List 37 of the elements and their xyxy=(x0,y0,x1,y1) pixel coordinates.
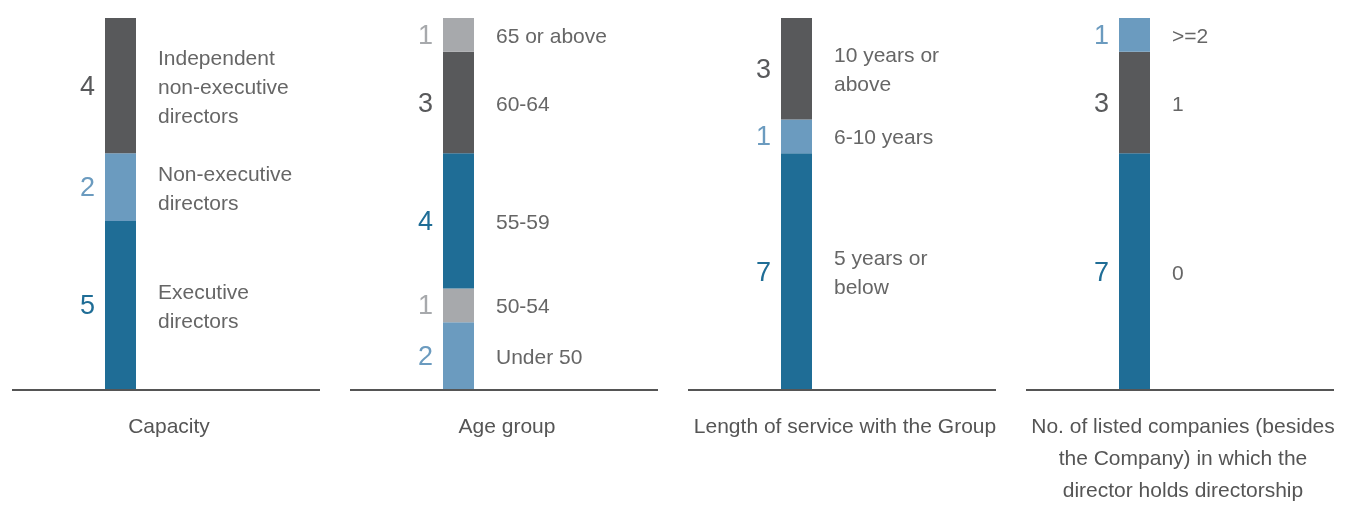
bar xyxy=(443,18,474,52)
series-label: 10 years or above xyxy=(834,42,940,95)
series-label: 6-10 years xyxy=(834,124,934,148)
x-axis-title: Capacity xyxy=(127,413,211,439)
data-label: 3 xyxy=(755,53,771,84)
data-label: 4 xyxy=(79,70,95,101)
data-label: 7 xyxy=(1093,256,1109,287)
x-axis-title: Length of service with the Group xyxy=(692,413,998,439)
bar xyxy=(443,322,474,390)
series-label: 55-59 xyxy=(496,209,550,233)
data-label: 3 xyxy=(417,87,433,118)
bar xyxy=(443,51,474,154)
series-label: 0 xyxy=(1172,260,1184,284)
data-label: 7 xyxy=(755,256,771,287)
data-label: 3 xyxy=(1093,87,1109,118)
data-label: 2 xyxy=(79,172,95,203)
series-label: 5 years or below xyxy=(834,245,928,298)
series-label: >=2 xyxy=(1172,23,1209,47)
series-label: Under 50 xyxy=(496,344,583,368)
data-label: 1 xyxy=(417,19,433,50)
series-label: Non-executive directors xyxy=(158,161,293,214)
series-label: 65 or above xyxy=(496,23,607,47)
data-label: 1 xyxy=(755,121,771,152)
series-label: Executive directors xyxy=(158,279,250,332)
series-label: 50-54 xyxy=(496,293,551,317)
data-label: 5 xyxy=(79,290,95,321)
series-label: 60-64 xyxy=(496,91,551,115)
data-label: 4 xyxy=(417,205,433,236)
series-label: 1 xyxy=(1172,91,1184,115)
data-label: 1 xyxy=(417,290,433,321)
x-axis-title: No. of listed companies (besides the Company) in which the director holds directorship xyxy=(1030,413,1336,503)
data-label: 2 xyxy=(417,341,433,372)
data-label: 1 xyxy=(1093,19,1109,50)
series-label: Independent non-executive directors xyxy=(158,45,289,127)
bar xyxy=(443,288,474,323)
x-axis-title: Age group xyxy=(457,413,557,439)
bar xyxy=(443,153,474,289)
